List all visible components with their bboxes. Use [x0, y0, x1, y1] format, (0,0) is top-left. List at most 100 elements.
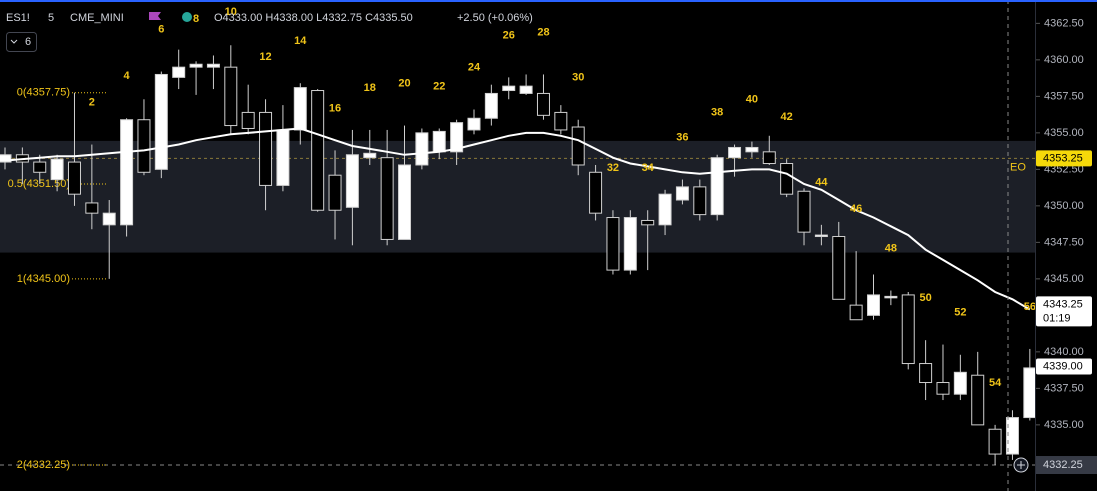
bar-count: 12 — [259, 51, 271, 63]
candle-body — [432, 130, 446, 153]
fib-label: 1(4345.00) — [17, 273, 70, 285]
fib-label: 0(4357.75) — [17, 87, 70, 99]
candle-body — [189, 63, 203, 68]
candle-body — [832, 236, 846, 300]
candle-body — [693, 186, 707, 216]
bar-count: 30 — [572, 72, 584, 84]
bar-count: 16 — [329, 102, 341, 114]
indicator-toggle[interactable] — [6, 32, 37, 52]
candle-body — [953, 371, 967, 395]
candle-body — [102, 212, 116, 226]
candle-body — [0, 154, 12, 163]
chevron — [10, 39, 18, 44]
moving-average — [4, 127, 1031, 311]
price-tag — [1036, 150, 1092, 167]
candle-body — [641, 219, 655, 226]
ohlc: O4333.00 H4338.00 L4332.75 C4335.50 — [214, 12, 413, 24]
bar-count: 34 — [642, 162, 655, 174]
candle-body — [901, 294, 915, 365]
fib-label: 0.5(4351.50) — [8, 178, 70, 190]
candle-body — [85, 202, 99, 214]
candle-body — [398, 164, 412, 240]
bar-count: 2 — [89, 96, 95, 108]
candle-body — [502, 85, 516, 92]
candle-body — [345, 154, 359, 208]
candle-body — [311, 90, 325, 211]
bar-count: 18 — [364, 82, 376, 94]
candle-body — [988, 428, 1002, 455]
y-tick-label: 4345.00 — [1044, 273, 1084, 285]
bar-count: 6 — [158, 23, 164, 35]
status-icon — [182, 12, 192, 22]
candle-body — [50, 158, 64, 181]
candle-body — [867, 294, 880, 316]
price-tag-label: 4339.00 — [1043, 360, 1083, 372]
countdown: 01:19 — [1043, 312, 1071, 324]
bar-count: 52 — [954, 307, 966, 319]
add-icon — [1017, 461, 1025, 470]
interval: 5 — [48, 12, 54, 24]
bar-count: 32 — [607, 162, 619, 174]
bar-count: 26 — [503, 29, 515, 41]
bar-count: 42 — [781, 111, 793, 123]
y-tick-label: 4337.50 — [1044, 382, 1084, 394]
bar-count: 10 — [225, 6, 237, 18]
price-tag — [1036, 358, 1092, 375]
candle-body — [884, 295, 898, 299]
candle-body — [797, 190, 811, 233]
candle-body — [1005, 417, 1019, 455]
candle-body — [554, 111, 568, 131]
fib-label: 2(4332.25) — [17, 459, 70, 471]
candle-body — [259, 111, 273, 186]
price-axis — [1036, 0, 1097, 491]
candle-body — [849, 304, 863, 321]
bar-count: 8 — [193, 13, 199, 25]
y-tick-label: 4362.50 — [1044, 17, 1084, 29]
candle-body — [606, 217, 620, 271]
indicator-count: 6 — [25, 36, 31, 48]
candle-body — [276, 129, 290, 186]
candle-body — [380, 157, 394, 240]
price-tag-label: 4343.25 — [1043, 298, 1083, 310]
top-border — [0, 0, 1097, 2]
y-tick-label: 4335.00 — [1044, 419, 1084, 431]
candle-body — [710, 157, 724, 216]
y-tick-label: 4350.00 — [1044, 200, 1084, 212]
zone — [0, 140, 1035, 253]
candle-body — [328, 174, 342, 211]
candle-body — [137, 119, 151, 173]
flag-icon[interactable] — [149, 12, 161, 20]
candle-body — [224, 66, 238, 127]
bar-count: 4 — [124, 70, 131, 82]
candle-body — [519, 85, 533, 94]
price-tag-label: 4353.25 — [1043, 152, 1083, 164]
candle-body — [241, 111, 255, 129]
y-tick-label: 4355.00 — [1044, 127, 1084, 139]
crosshair-label: 4332.25 — [1043, 459, 1083, 471]
bar-count: 38 — [711, 107, 723, 119]
y-tick-label: 4357.50 — [1044, 90, 1084, 102]
candle-body — [936, 382, 950, 395]
candle-body — [67, 161, 81, 195]
bar-count: 48 — [885, 242, 897, 254]
candle-body — [675, 186, 689, 201]
bar-count: 54 — [989, 377, 1002, 389]
bar-count: 20 — [398, 77, 410, 89]
candle-body — [814, 234, 828, 238]
bar-count: 40 — [746, 94, 758, 106]
y-tick-label: 4340.00 — [1044, 346, 1084, 358]
candle-body — [536, 92, 550, 116]
candle-body — [780, 163, 794, 195]
bar-count: 44 — [815, 177, 828, 189]
bar-count: 50 — [919, 292, 931, 304]
candle-body — [762, 151, 776, 165]
candle-body — [293, 87, 307, 131]
bar-count: 22 — [433, 80, 445, 92]
candle-body — [363, 152, 377, 159]
candle-body — [1023, 367, 1037, 419]
candle-body — [919, 363, 933, 384]
candle-body — [450, 122, 464, 153]
bar-count: 28 — [537, 26, 549, 38]
